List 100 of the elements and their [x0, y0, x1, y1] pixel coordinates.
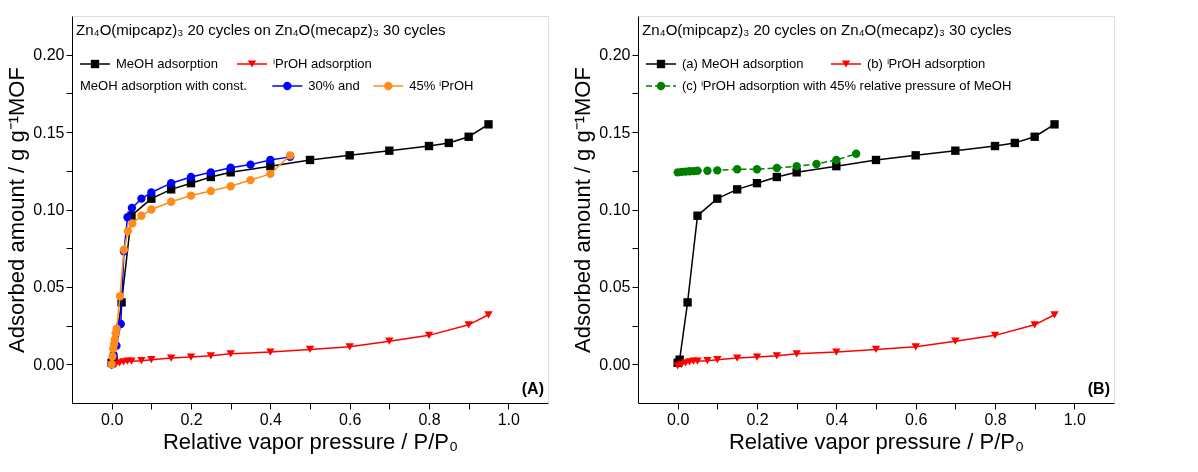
point	[345, 343, 354, 351]
point	[951, 146, 960, 155]
point	[1050, 120, 1059, 129]
point	[246, 175, 255, 185]
legend-label: ⁱPrOH adsorption	[273, 56, 372, 71]
point	[115, 292, 125, 301]
point	[127, 203, 137, 213]
y-tick-label: 0.20	[33, 46, 65, 64]
point	[693, 357, 702, 365]
point	[732, 165, 742, 174]
point	[911, 343, 920, 351]
point	[752, 165, 762, 174]
point	[772, 352, 782, 360]
point	[752, 353, 762, 361]
point	[732, 185, 742, 194]
x-tick-label: 1.0	[1063, 410, 1087, 428]
point	[812, 159, 821, 169]
point	[137, 194, 146, 203]
point	[305, 345, 315, 354]
point	[693, 211, 702, 220]
y-tick-label: 0.05	[599, 278, 631, 296]
point	[385, 146, 394, 155]
chart-title: Zn₄O(mipcapz)₃ 20 cycles on Zn₄O(mecapz)₃ 30 cycles	[642, 21, 1012, 38]
y-tick-label: 0.20	[599, 46, 631, 64]
point	[990, 141, 1000, 151]
y-axis-title: Adsorbed amount / g g⁻¹MOF	[570, 67, 596, 353]
point	[266, 155, 275, 165]
point	[123, 227, 133, 236]
point	[713, 166, 722, 175]
point	[1050, 311, 1059, 319]
point	[424, 141, 434, 151]
legend-label: 30% and	[308, 78, 360, 93]
point	[424, 331, 434, 339]
x-tick-label: 0.6	[339, 410, 362, 428]
legend-label: (b) ⁱPrOH adsorption	[867, 56, 986, 71]
y-tick-label: 0.00	[33, 355, 65, 373]
point	[166, 354, 176, 362]
point	[226, 182, 235, 191]
point	[147, 205, 156, 214]
point	[206, 352, 216, 360]
x-tick-label: 0.8	[418, 410, 441, 428]
legend-label: MeOH adsorption	[116, 56, 218, 71]
point	[951, 337, 960, 345]
point	[186, 172, 196, 182]
annotation: (B)	[1087, 380, 1110, 397]
x-tick-label: 0.0	[667, 410, 690, 428]
point	[732, 354, 742, 362]
point	[147, 188, 156, 197]
point	[1030, 321, 1039, 329]
legend-label: (c) ⁱPrOH adsorption with 45% relative pressure of MeOH	[682, 78, 1012, 93]
point	[206, 168, 216, 177]
point	[385, 337, 394, 345]
y-axis-title: Adsorbed amount / g g⁻¹MOF	[4, 67, 30, 353]
point	[464, 132, 473, 141]
point	[772, 163, 782, 173]
x-tick-label: 0.4	[259, 410, 283, 428]
point	[226, 163, 235, 172]
point	[713, 356, 722, 364]
point	[147, 356, 156, 364]
y-tick-label: 0.05	[33, 278, 65, 296]
point	[464, 321, 473, 329]
point	[305, 155, 315, 165]
point	[851, 149, 861, 158]
point	[137, 357, 146, 365]
point	[266, 348, 275, 356]
point	[266, 169, 275, 179]
point	[683, 298, 692, 307]
point	[693, 166, 702, 175]
point	[246, 160, 255, 169]
point	[166, 179, 176, 188]
point	[1010, 138, 1020, 148]
point	[832, 348, 841, 356]
point	[911, 151, 920, 160]
point	[166, 197, 176, 206]
point	[345, 151, 354, 160]
x-tick-label: 0.4	[825, 410, 849, 428]
point	[752, 179, 762, 188]
point	[112, 324, 121, 333]
point	[206, 186, 216, 196]
point	[703, 166, 712, 175]
point	[871, 345, 881, 354]
y-tick-label: 0.10	[599, 201, 631, 218]
point	[484, 311, 493, 319]
point	[772, 172, 782, 182]
y-tick-label: 0.15	[599, 123, 631, 141]
x-axis-title: Relative vapor pressure / P/P₀	[162, 428, 459, 454]
y-tick-label: 0.10	[33, 201, 65, 218]
x-tick-label: 0.8	[984, 410, 1007, 428]
x-tick-label: 1.0	[497, 410, 521, 428]
point	[832, 155, 841, 165]
point	[871, 155, 881, 165]
legend-label: (a) MeOH adsorption	[682, 56, 804, 71]
x-tick-label: 0.2	[746, 410, 769, 428]
x-tick-label: 0.0	[101, 410, 124, 428]
point	[703, 357, 712, 365]
annotation: (A)	[521, 380, 544, 397]
point	[713, 194, 722, 203]
point	[990, 331, 1000, 339]
point	[186, 353, 196, 361]
point	[186, 191, 196, 200]
